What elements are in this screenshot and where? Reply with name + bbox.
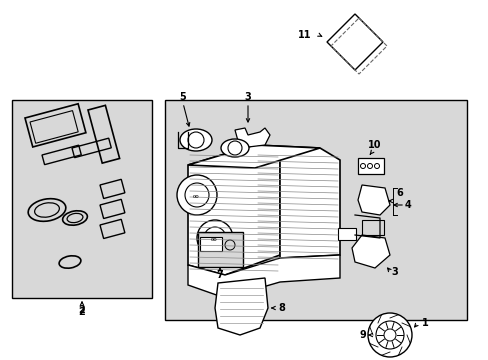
Bar <box>25 104 86 147</box>
Text: 3: 3 <box>244 92 251 102</box>
Polygon shape <box>215 278 267 335</box>
Text: 5: 5 <box>179 92 186 102</box>
Text: oo: oo <box>193 194 199 198</box>
Polygon shape <box>187 255 339 298</box>
Text: 7: 7 <box>216 270 223 280</box>
Text: 11: 11 <box>298 30 311 40</box>
Bar <box>12 100 152 298</box>
Text: 9: 9 <box>359 330 366 340</box>
Ellipse shape <box>180 129 212 151</box>
Bar <box>361 220 383 235</box>
Bar <box>88 105 120 163</box>
Bar <box>198 232 243 267</box>
Text: oo: oo <box>210 237 217 242</box>
Polygon shape <box>254 145 339 258</box>
Text: 10: 10 <box>367 140 381 150</box>
Bar <box>337 228 355 240</box>
Circle shape <box>197 220 232 256</box>
Polygon shape <box>187 145 319 168</box>
Bar <box>100 219 124 239</box>
Bar <box>100 199 124 219</box>
Text: 2: 2 <box>79 307 85 317</box>
Polygon shape <box>187 145 280 275</box>
Ellipse shape <box>221 139 248 157</box>
Bar <box>100 179 124 198</box>
Bar <box>164 100 466 320</box>
Text: 2: 2 <box>79 305 85 315</box>
Text: 1: 1 <box>421 318 427 328</box>
Polygon shape <box>351 235 389 268</box>
Bar <box>72 138 111 158</box>
Text: 4: 4 <box>404 200 410 210</box>
Polygon shape <box>357 185 389 215</box>
Text: 6: 6 <box>396 188 403 198</box>
Text: 8: 8 <box>278 303 285 313</box>
Bar <box>30 111 78 143</box>
Polygon shape <box>235 128 269 148</box>
Text: 3: 3 <box>391 267 398 277</box>
Circle shape <box>177 175 217 215</box>
Polygon shape <box>326 14 382 70</box>
Bar <box>42 145 81 165</box>
Bar <box>357 158 383 174</box>
Circle shape <box>367 313 411 357</box>
Bar <box>200 237 222 251</box>
